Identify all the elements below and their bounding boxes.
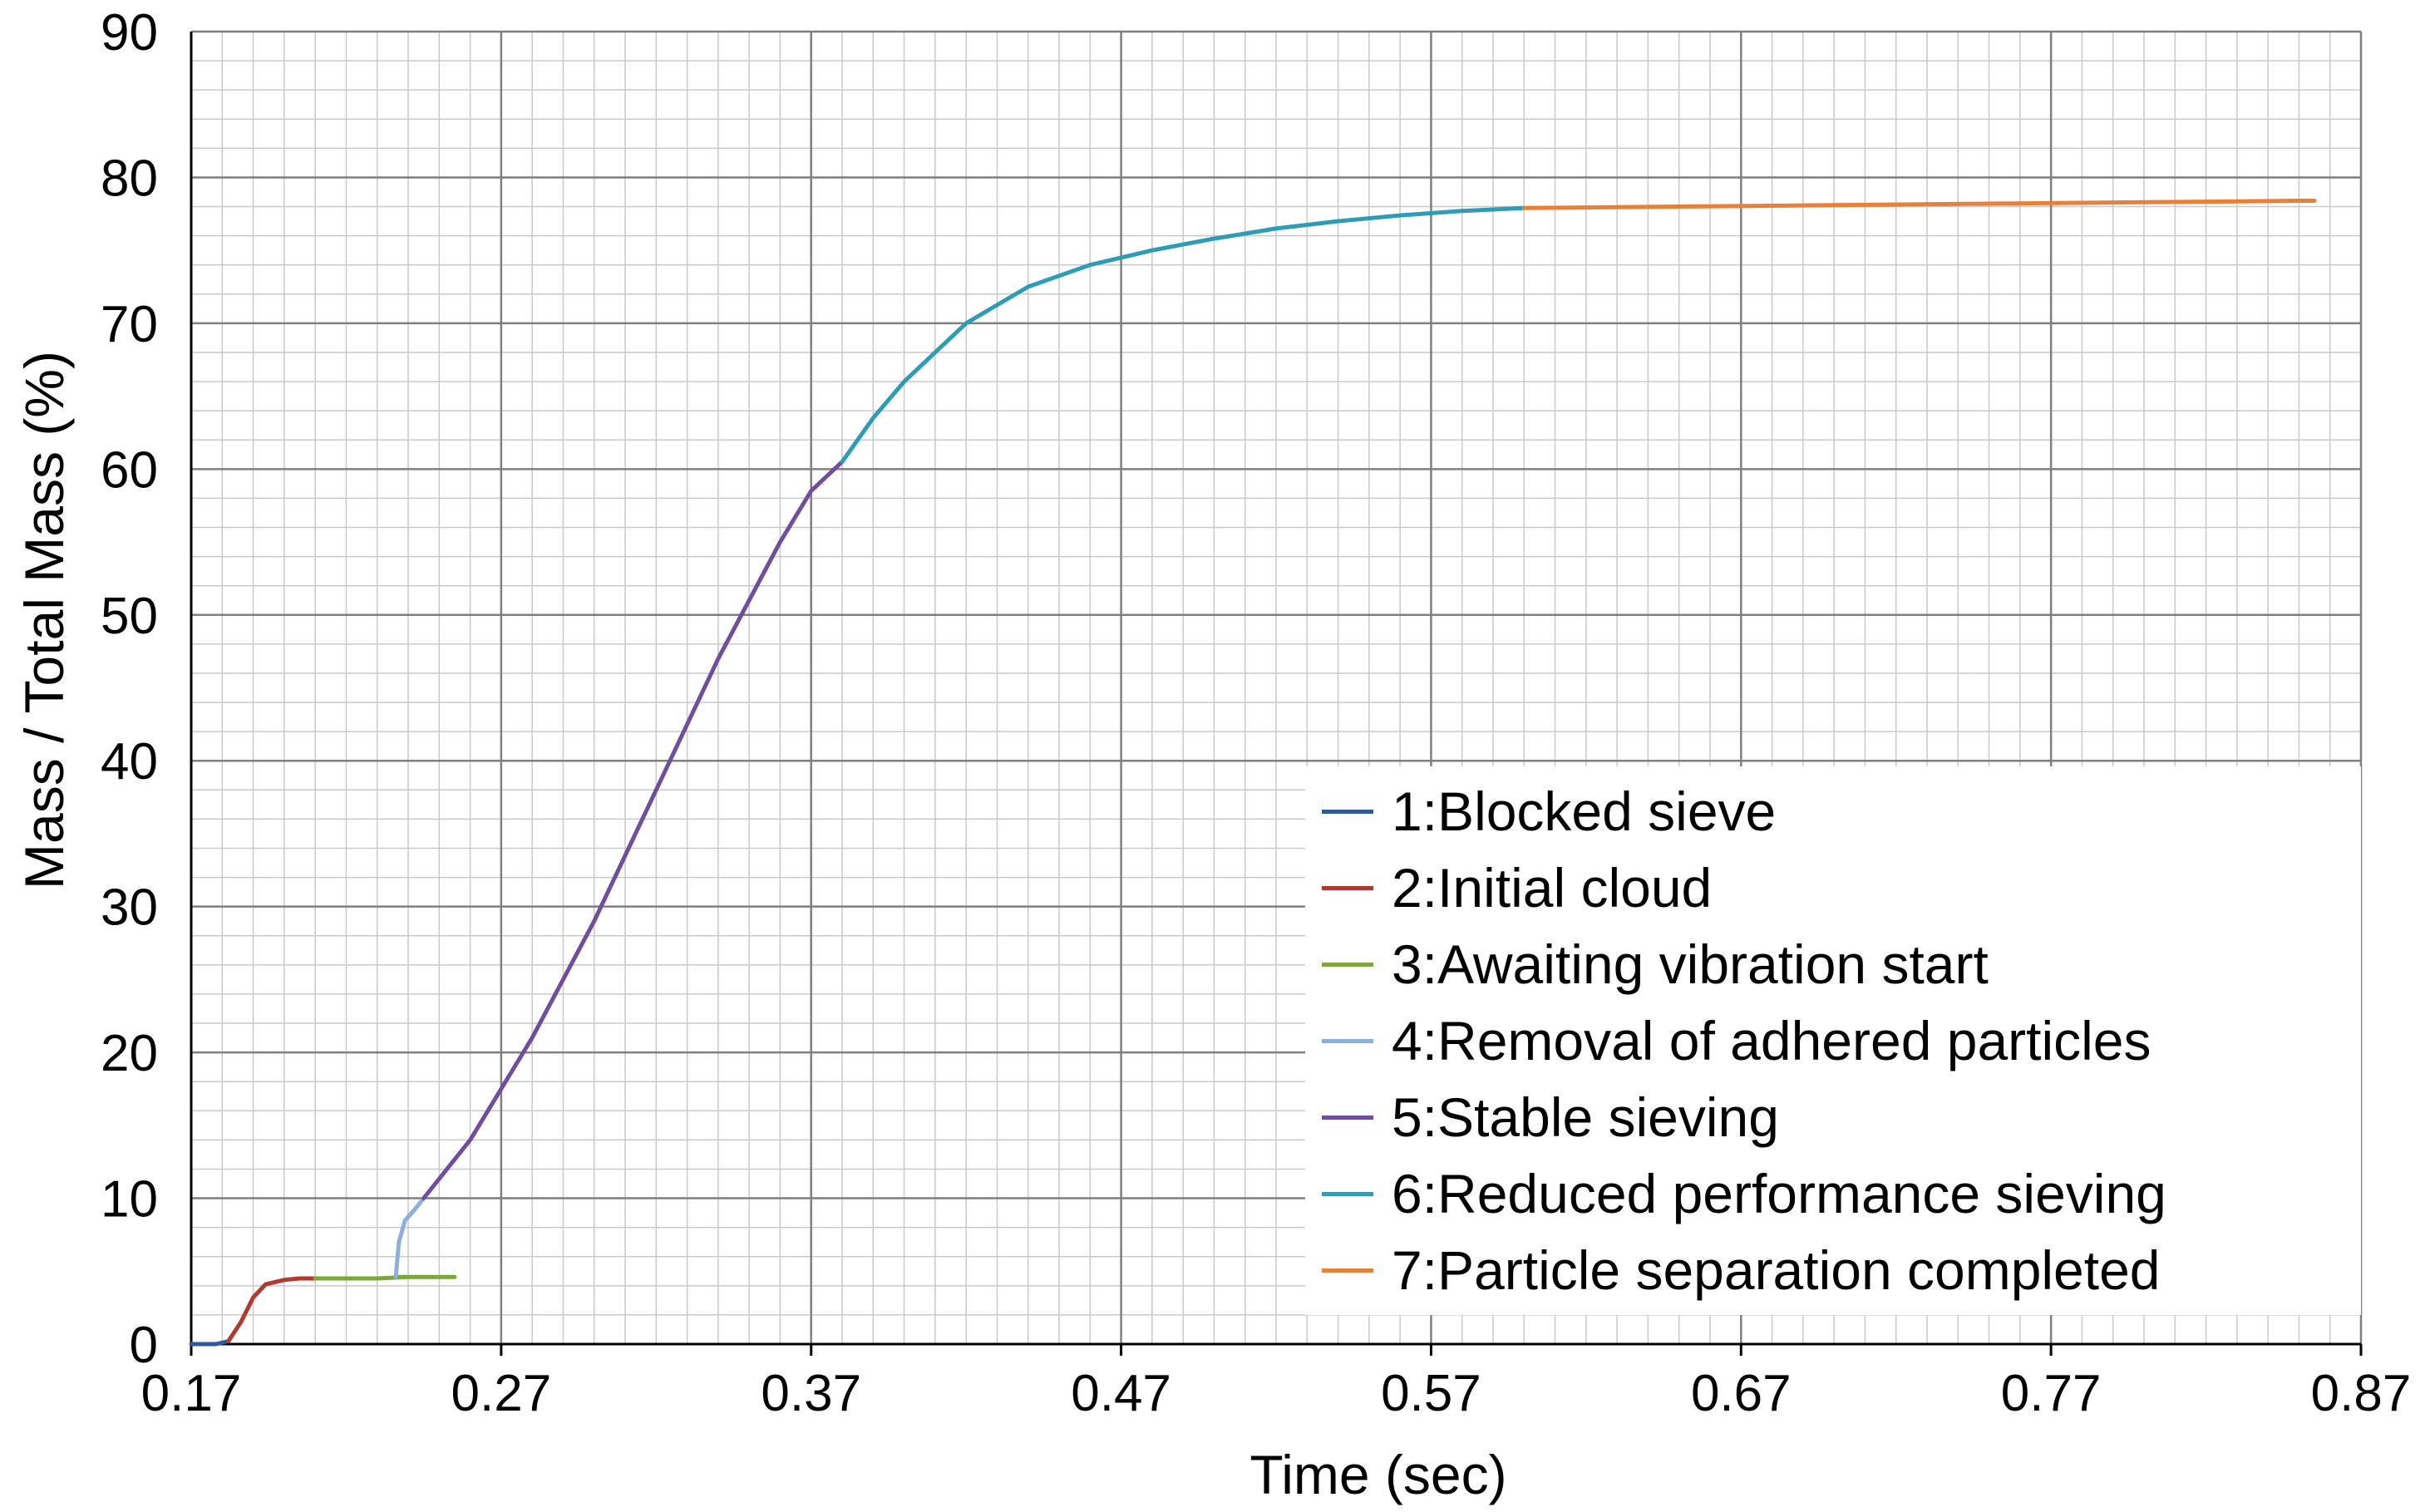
- x-tick-label: 0.57: [1381, 1365, 1481, 1422]
- legend-item: 5:Stable sieving: [1322, 1079, 1779, 1155]
- legend-swatch: [1322, 1268, 1373, 1273]
- legend-label: 3:Awaiting vibration start: [1392, 933, 1989, 995]
- legend-item: 2:Initial cloud: [1322, 850, 1712, 926]
- legend-item: 3:Awaiting vibration start: [1322, 926, 1989, 1002]
- y-tick-label: 80: [101, 150, 158, 207]
- series-line-3: [313, 1274, 457, 1281]
- x-tick-label: 0.17: [141, 1365, 242, 1422]
- legend-label: 1:Blocked sieve: [1392, 781, 1777, 842]
- legend-label: 5:Stable sieving: [1392, 1086, 1779, 1148]
- legend: 1:Blocked sieve 2:Initial cloud 3:Awaiting…: [1305, 766, 2361, 1315]
- series-line-1: [189, 1339, 231, 1347]
- legend-item: 6:Reduced performance sieving: [1322, 1155, 2166, 1232]
- x-axis-title: Time (sec): [1249, 1444, 1506, 1505]
- series-line-4: [393, 1196, 426, 1279]
- legend-item: 7:Particle separation completed: [1322, 1232, 2161, 1308]
- x-tick-label: 0.47: [1071, 1365, 1171, 1422]
- y-tick-label: 70: [101, 296, 158, 353]
- legend-swatch: [1322, 809, 1373, 814]
- y-tick-label: 40: [101, 733, 158, 790]
- legend-item: 1:Blocked sieve: [1322, 773, 1776, 850]
- y-tick-label: 90: [101, 4, 158, 62]
- legend-swatch: [1322, 1038, 1373, 1043]
- legend-swatch: [1322, 885, 1373, 890]
- series-line-5: [421, 460, 845, 1201]
- legend-label: 6:Reduced performance sieving: [1392, 1163, 2166, 1224]
- y-tick-label: 20: [101, 1025, 158, 1082]
- legend-label: 2:Initial cloud: [1392, 857, 1713, 919]
- series-line-6: [840, 205, 1526, 465]
- x-tick-label: 0.77: [2001, 1365, 2102, 1422]
- x-tick-label: 0.87: [2311, 1365, 2412, 1422]
- legend-swatch: [1322, 962, 1373, 967]
- y-tick-label: 0: [130, 1317, 158, 1374]
- y-tick-label: 10: [101, 1171, 158, 1229]
- series-line-2: [226, 1276, 318, 1343]
- y-tick-label: 30: [101, 879, 158, 937]
- series-lines: [189, 199, 2317, 1347]
- x-tick-label: 0.67: [1691, 1365, 1792, 1422]
- tick-labels: 0.17 0.27 0.37 0.47 0.57 0.67 0.77 0.87 0 10 20 30 4…: [101, 4, 2411, 1422]
- x-tick-label: 0.27: [451, 1365, 552, 1422]
- y-tick-label: 60: [101, 441, 158, 499]
- y-axis-title: Mass / Total Mass (%): [13, 351, 75, 889]
- legend-item: 4:Removal of adhered particles: [1322, 1002, 2151, 1079]
- legend-label: 4:Removal of adhered particles: [1392, 1010, 2151, 1071]
- axes: [190, 32, 2363, 1356]
- series-line-7: [1521, 199, 2317, 210]
- legend-swatch: [1322, 1191, 1373, 1196]
- y-tick-label: 50: [101, 588, 158, 645]
- x-tick-label: 0.37: [761, 1365, 861, 1422]
- legend-swatch: [1322, 1115, 1373, 1120]
- legend-label: 7:Particle separation completed: [1392, 1239, 2161, 1301]
